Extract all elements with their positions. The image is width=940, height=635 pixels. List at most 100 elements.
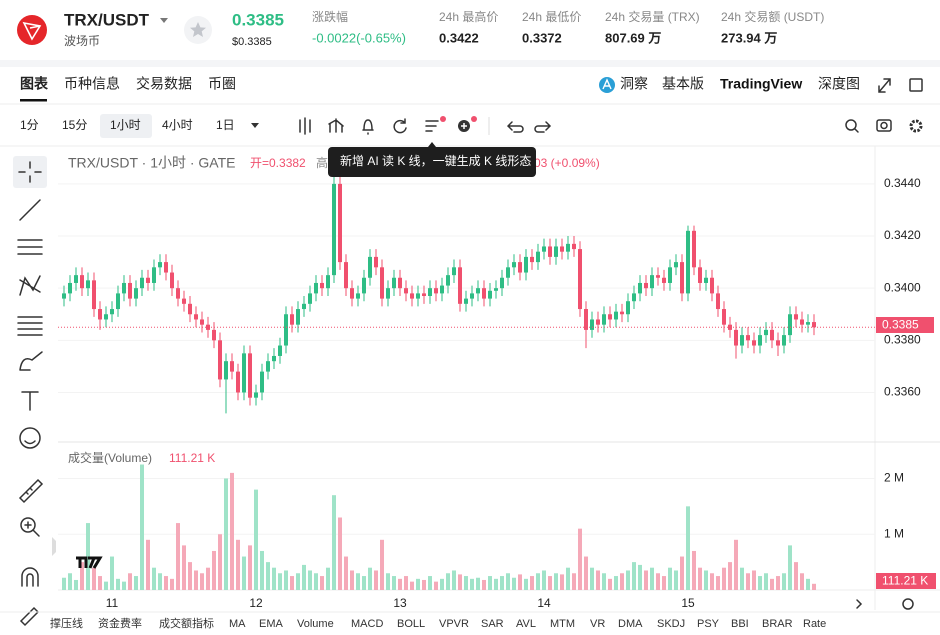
- volume-bar: [572, 573, 576, 590]
- replay-icon[interactable]: [393, 118, 407, 134]
- interval-dropdown[interactable]: [251, 123, 259, 128]
- fullscreen-icon[interactable]: [878, 78, 891, 93]
- tab[interactable]: 交易数据: [136, 76, 192, 92]
- volume-bar: [602, 573, 606, 590]
- volume-bar: [158, 573, 162, 590]
- tab[interactable]: 图表: [20, 76, 49, 92]
- pencil-tool[interactable]: [19, 606, 40, 627]
- candle-body: [68, 282, 72, 294]
- ruler-tool[interactable]: [18, 478, 44, 504]
- axis-settings[interactable]: [902, 598, 914, 610]
- indicator-tab[interactable]: MA: [229, 618, 246, 630]
- tab[interactable]: 币种信息: [64, 76, 120, 92]
- volume-bar: [614, 576, 618, 590]
- volume-bar: [662, 576, 666, 590]
- volume-bar: [644, 570, 648, 590]
- indicator-tab[interactable]: VPVR: [439, 618, 469, 630]
- view-tab[interactable]: 基本版: [662, 76, 704, 92]
- alert-icon[interactable]: [362, 119, 374, 135]
- indicator-tab[interactable]: 资金费率: [98, 616, 142, 630]
- volume-bar: [590, 567, 594, 590]
- indicator-tab[interactable]: DMA: [618, 618, 643, 630]
- candle-body: [746, 335, 750, 341]
- indicator-tab[interactable]: SKDJ: [657, 618, 685, 630]
- stat-value: 273.94 万: [721, 30, 777, 45]
- indicator-tab[interactable]: MACD: [351, 618, 383, 630]
- indicator-tab[interactable]: VR: [590, 618, 605, 630]
- indicator-tab[interactable]: Rate: [803, 618, 826, 630]
- volume-bar: [434, 581, 438, 590]
- indicator-tab[interactable]: BOLL: [397, 618, 425, 630]
- redo-icon[interactable]: [534, 121, 552, 133]
- last-price-box: [876, 317, 934, 333]
- volume-bar: [80, 562, 84, 590]
- y-tick-label: 2 M: [884, 471, 904, 485]
- indicator-bar: 撑压线 资金费率 成交额指标 MA EMA Volume MACD BOLL VPVR SAR AV…: [50, 616, 826, 630]
- symbol-dropdown[interactable]: [160, 18, 168, 23]
- indicator-tab[interactable]: 撑压线: [50, 616, 83, 630]
- volume-bar: [398, 578, 402, 590]
- interval[interactable]: 4小时: [162, 118, 193, 132]
- interval[interactable]: 1日: [216, 118, 235, 132]
- view-tab[interactable]: 深度图: [818, 76, 860, 92]
- undo-icon[interactable]: [506, 121, 524, 133]
- volume-bar: [596, 570, 600, 590]
- candle-body: [434, 288, 438, 294]
- ai-kline-icon[interactable]: [425, 120, 439, 132]
- hline-tool[interactable]: [17, 239, 43, 255]
- volume-bar: [302, 564, 306, 590]
- candle-body: [626, 301, 630, 315]
- tab[interactable]: 币圈: [208, 76, 236, 92]
- indicator-tab[interactable]: EMA: [259, 618, 284, 630]
- candle-body: [266, 361, 270, 372]
- search-icon[interactable]: [845, 119, 857, 131]
- crosshair-tool[interactable]: [18, 161, 42, 183]
- candle-body: [260, 371, 264, 393]
- indicator-tab[interactable]: 成交额指标: [159, 616, 214, 630]
- volume-bar: [464, 576, 468, 590]
- candle-type-icon[interactable]: [299, 117, 311, 135]
- sidebar-collapse[interactable]: [52, 537, 56, 556]
- interval[interactable]: 1小时: [110, 118, 141, 132]
- view-tab[interactable]: 洞察: [620, 76, 648, 92]
- volume-bar: [560, 574, 564, 590]
- candle-body: [548, 246, 552, 257]
- interval[interactable]: 15分: [62, 118, 87, 132]
- brush-tool[interactable]: [19, 351, 43, 371]
- volume-bar: [224, 478, 228, 590]
- indicator-tab[interactable]: PSY: [697, 618, 720, 630]
- indicator-tab[interactable]: SAR: [481, 618, 504, 630]
- trendline-tool[interactable]: [19, 199, 41, 221]
- fib-tool[interactable]: [17, 316, 43, 336]
- indicator-tab[interactable]: AVL: [516, 618, 536, 630]
- pattern-tool[interactable]: [19, 275, 41, 296]
- volume-bar: [506, 573, 510, 590]
- interval[interactable]: 1分: [20, 118, 39, 132]
- indicator-tab[interactable]: BRAR: [762, 618, 793, 630]
- candle-body: [668, 267, 672, 283]
- symbol[interactable]: TRX/USDT: [64, 10, 150, 29]
- indicator-tab[interactable]: Volume: [297, 618, 334, 630]
- indicator-tab[interactable]: MTM: [550, 618, 575, 630]
- text-tool[interactable]: [21, 391, 39, 411]
- candle-body: [368, 256, 372, 278]
- volume-bar: [476, 577, 480, 590]
- zoom-tool[interactable]: [20, 517, 36, 533]
- settings-icon[interactable]: [909, 119, 923, 133]
- magnet-tool[interactable]: [21, 567, 39, 587]
- camera-icon[interactable]: [876, 119, 892, 132]
- candle-body: [488, 290, 492, 299]
- volume-bar: [320, 576, 324, 590]
- volume-bar: [608, 578, 612, 590]
- indicator-icon[interactable]: [328, 118, 344, 133]
- view-tab[interactable]: TradingView: [720, 76, 802, 92]
- scroll-right[interactable]: [856, 599, 863, 609]
- candle-body: [188, 303, 192, 315]
- emoji-tool[interactable]: [19, 427, 41, 449]
- window-icon[interactable]: [909, 78, 923, 92]
- indicator-tab[interactable]: BBI: [731, 618, 749, 630]
- last-price: 0.3385: [232, 10, 284, 29]
- tv-logo: [76, 556, 103, 569]
- candle-body: [380, 267, 384, 299]
- volume-bar: [416, 578, 420, 590]
